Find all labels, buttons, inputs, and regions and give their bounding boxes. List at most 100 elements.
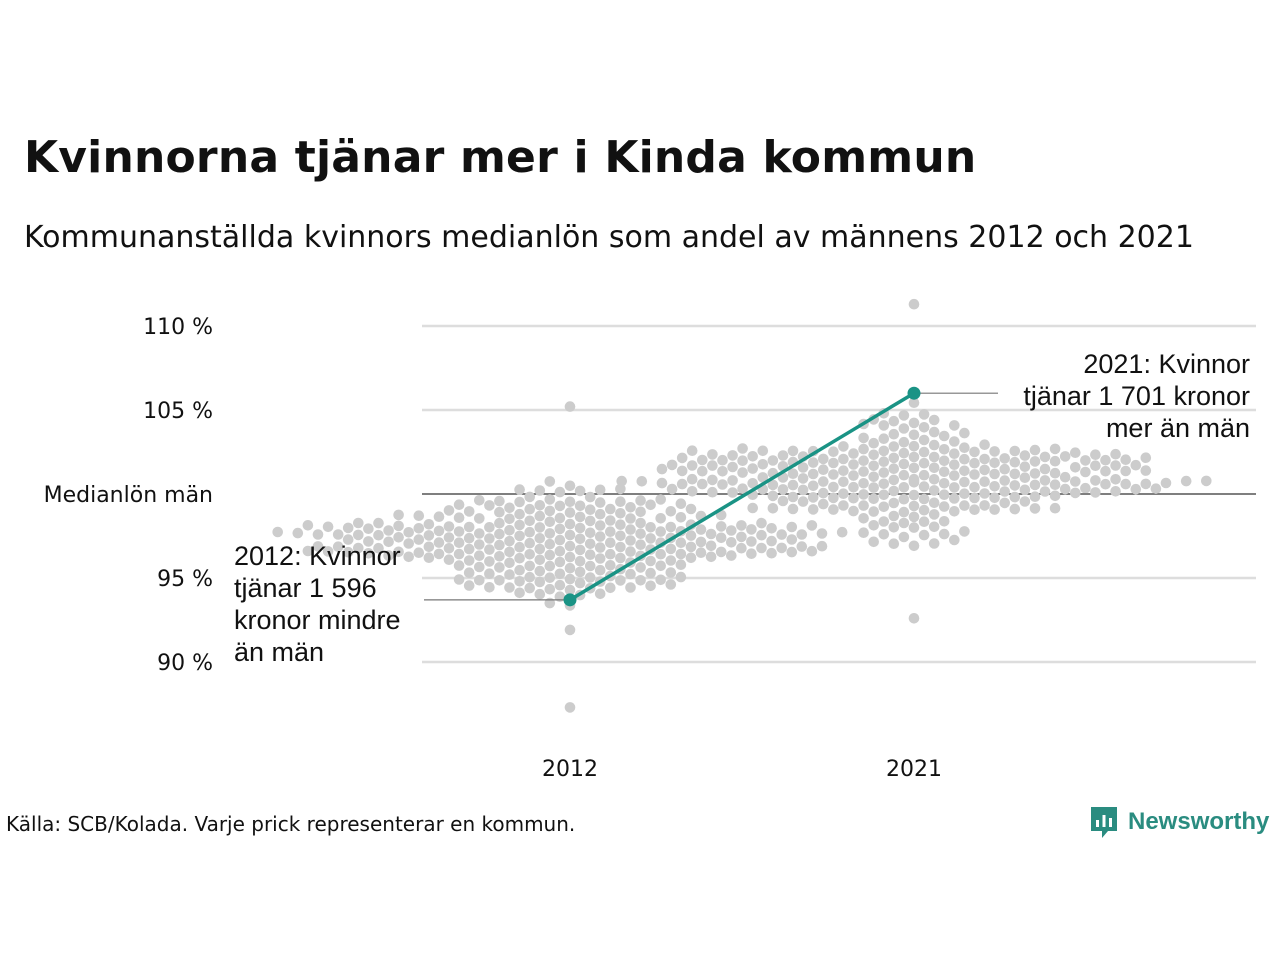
municipality-dot: [1080, 455, 1091, 466]
municipality-dot: [1059, 471, 1071, 483]
municipality-dot: [959, 442, 970, 454]
municipality-dot: [584, 504, 596, 515]
municipality-dot: [332, 529, 344, 540]
municipality-dot: [999, 486, 1010, 497]
municipality-dot: [433, 537, 445, 548]
municipality-dot: [848, 505, 859, 517]
municipality-dot: [898, 410, 910, 421]
municipality-dot: [868, 506, 879, 517]
municipality-dot: [504, 557, 515, 569]
municipality-dot: [393, 509, 404, 521]
municipality-dot: [756, 542, 767, 554]
municipality-dot: [989, 468, 1000, 480]
municipality-dot: [504, 582, 515, 593]
municipality-dot: [715, 532, 727, 544]
municipality-dot: [494, 575, 505, 586]
municipality-dot: [898, 447, 910, 459]
municipality-dot: [363, 548, 374, 559]
municipality-dot: [756, 529, 767, 541]
municipality-dot: [1049, 479, 1061, 491]
municipality-dot: [969, 469, 980, 480]
municipality-dot: [979, 500, 990, 511]
municipality-dot: [715, 546, 727, 558]
municipality-dot: [908, 417, 920, 429]
municipality-dot: [564, 518, 576, 530]
municipality-dot: [816, 528, 828, 539]
municipality-dot: [302, 520, 314, 531]
municipality-dot: [868, 536, 879, 548]
municipality-dot: [1070, 476, 1081, 487]
municipality-dot: [695, 524, 707, 535]
municipality-dot: [564, 702, 576, 713]
municipality-dot: [888, 510, 900, 522]
municipality-dot: [786, 534, 798, 545]
municipality-dot: [999, 475, 1010, 486]
municipality-dot: [686, 445, 698, 457]
municipality-dot: [908, 451, 920, 463]
municipality-dot: [949, 493, 960, 504]
municipality-dot: [776, 529, 787, 540]
municipality-dot: [645, 499, 656, 511]
municipality-dot: [443, 521, 455, 532]
municipality-dot: [777, 495, 789, 507]
municipality-dot: [888, 474, 900, 486]
municipality-dot: [1049, 455, 1061, 467]
municipality-dot: [766, 535, 777, 547]
municipality-dot: [767, 490, 779, 502]
municipality-dot: [999, 497, 1010, 509]
municipality-dot: [858, 478, 869, 489]
municipality-dot: [665, 521, 677, 533]
municipality-dot: [989, 446, 1000, 457]
municipality-dot: [564, 529, 576, 541]
municipality-dot: [888, 441, 900, 452]
municipality-dot: [423, 519, 435, 530]
municipality-dot: [433, 525, 445, 537]
municipality-dot: [554, 545, 566, 557]
municipality-dot: [858, 513, 869, 524]
municipality-dot: [685, 541, 697, 553]
municipality-dot: [514, 552, 525, 564]
highlight-point-2021: [907, 386, 921, 400]
municipality-dot: [453, 499, 465, 511]
municipality-dot: [908, 540, 920, 552]
x-tick-label: 2021: [886, 757, 942, 782]
municipality-dot: [433, 548, 445, 560]
highlight-layer: [563, 386, 921, 607]
municipality-dot: [818, 464, 829, 476]
municipality-dot: [747, 451, 758, 462]
municipality-dot: [373, 517, 384, 529]
municipality-dot: [898, 531, 910, 543]
municipality-dot: [322, 546, 334, 557]
municipality-dot: [686, 460, 698, 471]
municipality-dot: [1029, 503, 1041, 514]
municipality-dot: [484, 544, 495, 555]
municipality-dot: [908, 500, 920, 512]
municipality-dot: [806, 520, 818, 531]
municipality-dot: [928, 497, 940, 509]
municipality-dot: [908, 462, 920, 474]
municipality-dot: [908, 522, 920, 533]
municipality-dot: [949, 470, 960, 481]
municipality-dot: [655, 574, 666, 586]
municipality-dot: [554, 534, 566, 546]
municipality-dot: [514, 576, 525, 587]
municipality-dot: [1140, 465, 1152, 476]
municipality-dot: [938, 478, 950, 489]
municipality-dot: [807, 480, 819, 492]
municipality-dot: [757, 472, 769, 483]
municipality-dot: [717, 479, 728, 490]
municipality-dot: [938, 455, 950, 467]
municipality-dot: [615, 541, 626, 553]
brand-logo[interactable]: Newsworthy: [1088, 804, 1269, 840]
municipality-dot: [797, 473, 809, 484]
municipality-dot: [342, 546, 354, 558]
municipality-dot: [605, 515, 616, 526]
municipality-dot: [878, 478, 890, 490]
municipality-dot: [767, 479, 779, 491]
municipality-dot: [544, 505, 556, 517]
municipality-dot: [838, 453, 849, 465]
municipality-dot: [736, 520, 747, 531]
municipality-dot: [504, 524, 515, 536]
municipality-dot: [766, 547, 777, 559]
municipality-dot: [797, 496, 809, 507]
